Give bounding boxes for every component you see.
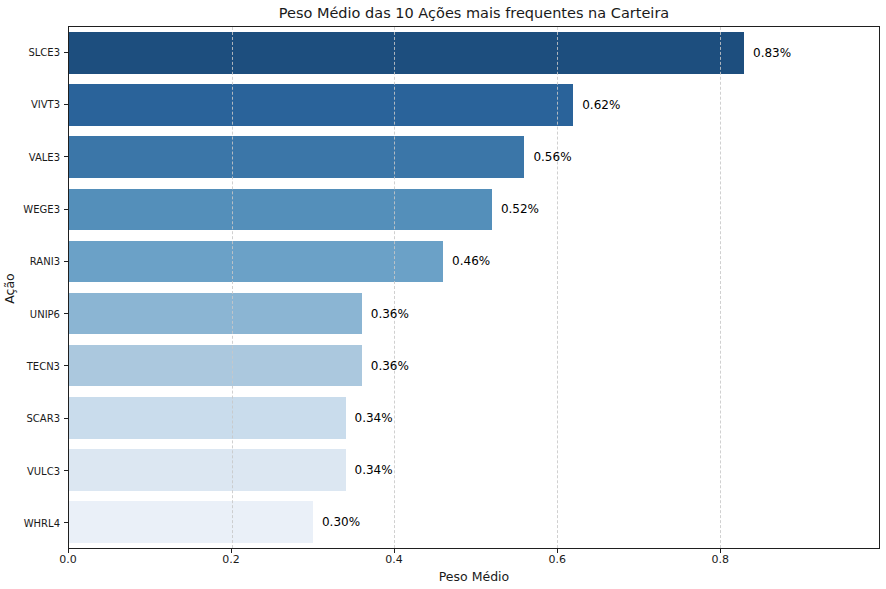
bar-row: 0.34%: [69, 392, 879, 444]
gridline: [394, 27, 395, 548]
y-tick-mark: [64, 365, 68, 366]
y-tick-mark: [64, 209, 68, 210]
bar-value-label: 0.36%: [371, 307, 409, 321]
x-tick-label: 0.2: [222, 553, 240, 566]
y-tick-label: VALE3: [29, 151, 60, 162]
x-tick-mark: [557, 549, 558, 553]
x-tick-label: 0.4: [385, 553, 403, 566]
bar: [69, 189, 492, 231]
x-tick-mark: [231, 549, 232, 553]
bar-row: 0.36%: [69, 288, 879, 340]
bar: [69, 345, 362, 387]
bar-value-label: 0.36%: [371, 359, 409, 373]
bar: [69, 84, 573, 126]
figure: Peso Médio das 10 Ações mais frequentes …: [0, 0, 886, 589]
bar-row: 0.34%: [69, 444, 879, 496]
bar-value-label: 0.52%: [501, 202, 539, 216]
y-tick-label: WEGE3: [23, 204, 60, 215]
bar-value-label: 0.83%: [753, 46, 791, 60]
x-tick-label: 0.8: [711, 553, 729, 566]
bar: [69, 293, 362, 335]
bar-value-label: 0.56%: [533, 150, 571, 164]
y-tick-mark: [64, 418, 68, 419]
bar: [69, 241, 443, 283]
y-tick-mark: [64, 470, 68, 471]
y-tick-mark: [64, 313, 68, 314]
plot-area: 0.83% 0.62% 0.56% 0.52% 0.46% 0.36% 0.36% 0.34%…: [68, 26, 880, 549]
x-tick-mark: [394, 549, 395, 553]
bar-value-label: 0.30%: [322, 515, 360, 529]
y-tick-label: WHRL4: [24, 517, 60, 528]
bar: [69, 501, 313, 543]
y-tick-label: SLCE3: [28, 47, 60, 58]
y-tick-mark: [64, 104, 68, 105]
bar-row: 0.56%: [69, 131, 879, 183]
bar: [69, 449, 346, 491]
chart-title: Peso Médio das 10 Ações mais frequentes …: [68, 5, 880, 21]
y-tick-mark: [64, 261, 68, 262]
y-tick-label: UNIP6: [30, 308, 60, 319]
x-axis-label: Peso Médio: [68, 569, 880, 584]
bar-row: 0.30%: [69, 496, 879, 548]
y-tick-label: TECN3: [27, 360, 60, 371]
y-tick-mark: [64, 156, 68, 157]
x-tick-mark: [68, 549, 69, 553]
gridline: [720, 27, 721, 548]
bar-row: 0.83%: [69, 27, 879, 79]
bar-row: 0.62%: [69, 79, 879, 131]
x-tick-mark: [720, 549, 721, 553]
bar: [69, 397, 346, 439]
bar-value-label: 0.34%: [355, 463, 393, 477]
y-axis-label: Ação: [2, 254, 17, 324]
bar: [69, 32, 744, 74]
gridline: [232, 27, 233, 548]
bar-value-label: 0.62%: [582, 98, 620, 112]
bar-row: 0.36%: [69, 340, 879, 392]
bar-value-label: 0.46%: [452, 254, 490, 268]
y-tick-mark: [64, 52, 68, 53]
x-tick-label: 0.0: [59, 553, 77, 566]
y-tick-mark: [64, 522, 68, 523]
y-tick-label: SCAR3: [27, 413, 60, 424]
y-tick-label: RANI3: [30, 256, 60, 267]
bar-value-label: 0.34%: [355, 411, 393, 425]
bar-row: 0.52%: [69, 183, 879, 235]
bar-row: 0.46%: [69, 235, 879, 287]
y-tick-label: VULC3: [27, 465, 60, 476]
bar: [69, 136, 524, 178]
y-tick-label: VIVT3: [31, 99, 60, 110]
gridline: [557, 27, 558, 548]
x-tick-label: 0.6: [548, 553, 566, 566]
